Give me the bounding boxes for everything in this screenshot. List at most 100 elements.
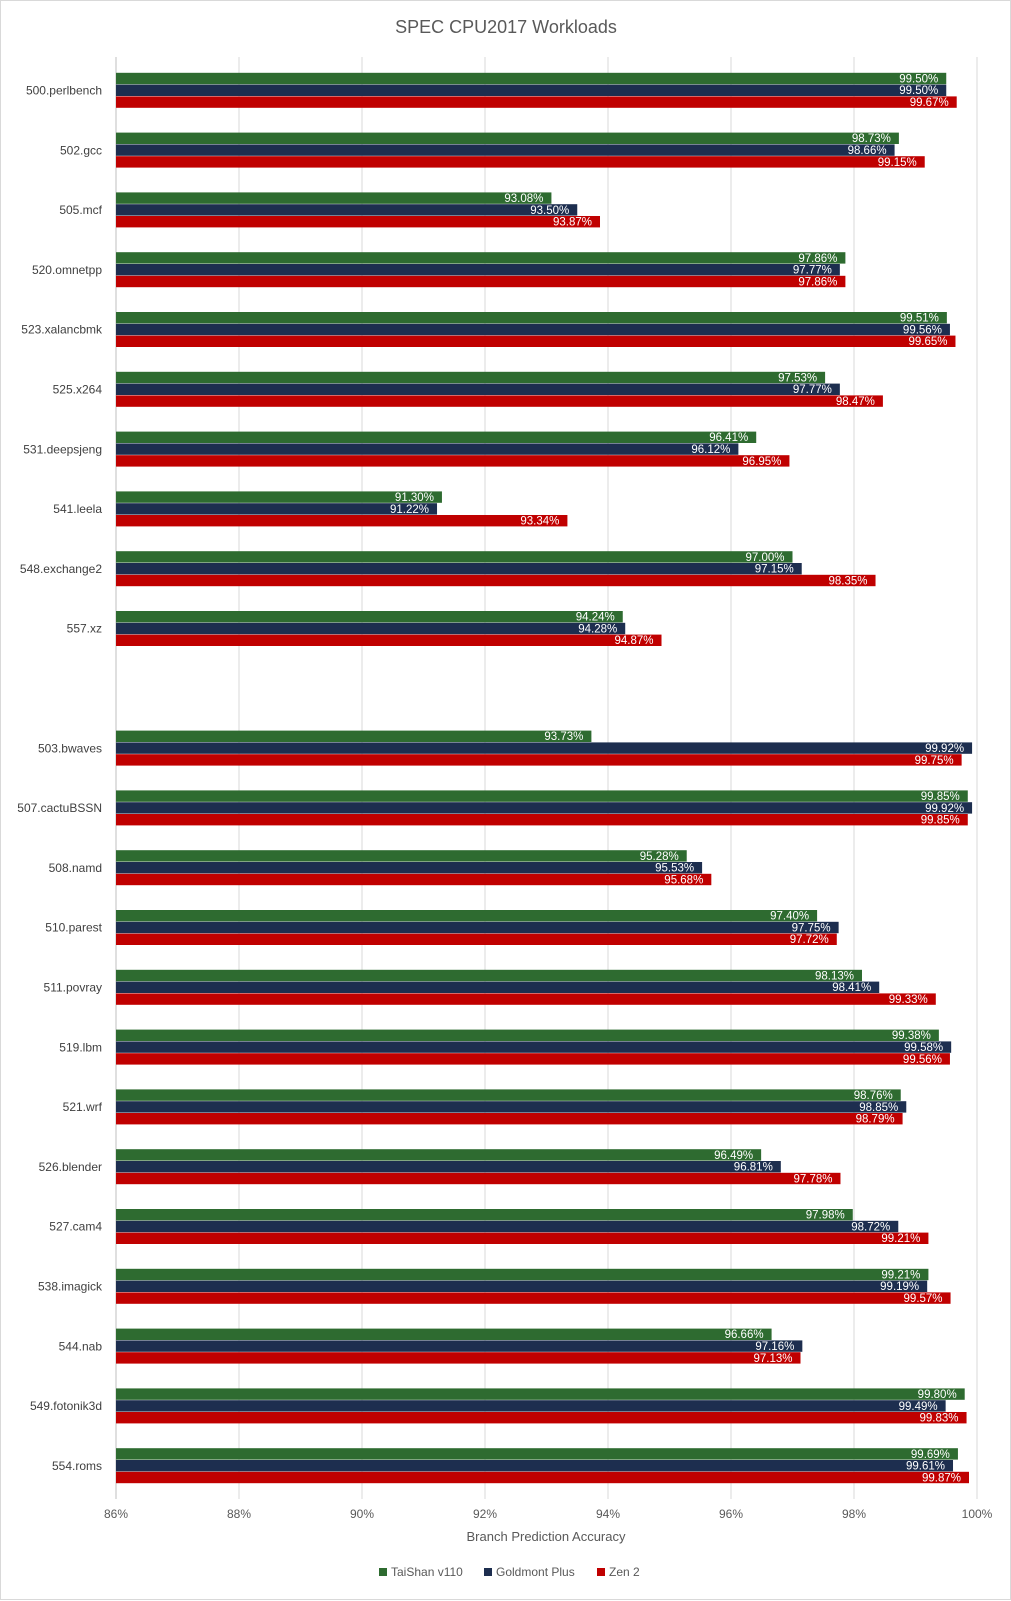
bar [116, 910, 818, 922]
bar-value-label: 99.80% [918, 1389, 957, 1401]
bar [116, 790, 968, 802]
bar-value-label: 97.86% [798, 276, 837, 288]
bar-value-label: 99.83% [920, 1413, 959, 1425]
bar [116, 1471, 970, 1484]
bar [116, 72, 947, 85]
bar-value-label: 97.86% [798, 253, 837, 265]
x-tick-label: 94% [596, 1507, 620, 1521]
bar-value-label: 99.85% [921, 815, 960, 827]
bar-value-label: 97.13% [753, 1353, 792, 1365]
bar [116, 371, 826, 384]
category-label: 523.xalancbmk [21, 323, 103, 337]
bar-value-label: 98.47% [836, 396, 875, 408]
bar [116, 1340, 803, 1352]
bar-value-label: 94.24% [576, 612, 615, 624]
bar-value-label: 97.72% [790, 934, 829, 946]
bar [116, 216, 601, 228]
bar [116, 1328, 772, 1340]
bar [116, 622, 626, 635]
category-label: 503.bwaves [38, 741, 102, 755]
value-labels: 99.50%99.50%99.67%98.73%98.66%99.15%93.0… [390, 73, 964, 1484]
bar [116, 1232, 929, 1244]
bar [116, 455, 790, 467]
bar-value-label: 99.50% [899, 73, 938, 85]
bar [116, 1053, 950, 1065]
bar-value-label: 99.21% [881, 1233, 920, 1245]
bar [116, 969, 862, 982]
bar-value-label: 98.13% [815, 970, 854, 982]
category-label: 527.cam4 [49, 1220, 102, 1234]
category-labels: 500.perlbench 502.gcc 505.mcf 520.omnetpp 52… [17, 84, 103, 1473]
bar-value-label: 99.85% [921, 791, 960, 803]
bar [116, 252, 846, 264]
bar-value-label: 96.49% [714, 1150, 753, 1162]
bars [116, 72, 973, 1484]
bar-value-label: 93.34% [520, 516, 559, 528]
bar [116, 132, 899, 144]
bar [116, 1209, 853, 1221]
bar [116, 156, 925, 168]
bar-value-label: 99.75% [915, 755, 954, 767]
bar-value-label: 97.00% [745, 552, 784, 564]
bar [116, 1280, 928, 1292]
bar-value-label: 99.19% [880, 1281, 919, 1293]
category-label: 510.parest [45, 921, 102, 935]
bar [116, 1460, 954, 1472]
bar [116, 754, 962, 766]
legend: TaiShan v110 Goldmont Plus Zen 2 [379, 1565, 640, 1579]
category-label: 541.leela [53, 502, 102, 516]
bar [116, 1220, 899, 1233]
bar [116, 862, 703, 874]
bar-value-label: 97.53% [778, 372, 817, 384]
category-label: 511.povray [44, 981, 102, 995]
bar [116, 503, 438, 515]
x-tick-label: 90% [350, 1507, 374, 1521]
bar-value-label: 99.58% [904, 1042, 943, 1054]
bar-value-label: 99.92% [925, 743, 964, 755]
bar-value-label: 99.87% [922, 1472, 961, 1484]
bar-value-label: 99.92% [925, 803, 964, 815]
category-label: 525.x264 [53, 383, 103, 397]
bar [116, 144, 895, 156]
bar-value-label: 99.65% [908, 336, 947, 348]
bar [116, 981, 880, 993]
bar-value-label: 91.30% [395, 492, 434, 504]
bar [116, 563, 802, 575]
category-label: 549.fotonik3d [30, 1399, 102, 1413]
bar-value-label: 95.28% [640, 851, 679, 863]
category-label: 500.perlbench [26, 84, 102, 98]
bar [116, 634, 662, 646]
category-label: 521.wrf [63, 1100, 103, 1114]
bar-value-label: 98.76% [854, 1090, 893, 1102]
x-axis-title: Branch Prediction Accuracy [467, 1529, 626, 1544]
bar [116, 1292, 951, 1304]
x-tick-label: 88% [227, 1507, 251, 1521]
legend-swatch [597, 1568, 605, 1576]
bar-value-label: 96.66% [725, 1329, 764, 1341]
category-label: 544.nab [59, 1339, 103, 1353]
bar-value-label: 93.50% [530, 205, 569, 217]
bar-value-label: 96.95% [742, 456, 781, 468]
bar [116, 383, 840, 395]
bar [116, 1149, 762, 1161]
bar [116, 395, 883, 407]
bar [116, 491, 442, 503]
x-tick-label: 92% [473, 1507, 497, 1521]
bar-value-label: 94.87% [614, 635, 653, 647]
category-label: 531.deepsjeng [23, 442, 102, 456]
bar-value-label: 99.69% [911, 1449, 950, 1461]
bar [116, 850, 687, 862]
category-label: 520.omnetpp [32, 263, 102, 277]
x-tick-label: 100% [962, 1507, 993, 1521]
category-label: 507.cactuBSSN [17, 801, 102, 815]
bar-value-label: 99.15% [878, 157, 917, 169]
x-tick-label: 98% [842, 1507, 866, 1521]
bar-value-label: 98.85% [859, 1102, 898, 1114]
bar-value-label: 95.68% [664, 874, 703, 886]
bar-value-label: 99.49% [899, 1401, 938, 1413]
bar [116, 1029, 939, 1041]
bar-value-label: 99.50% [899, 85, 938, 97]
x-tick-labels: 86% 88% 90% 92% 94% 96% 98% 100% [104, 1507, 993, 1521]
bar-value-label: 99.61% [906, 1461, 945, 1473]
